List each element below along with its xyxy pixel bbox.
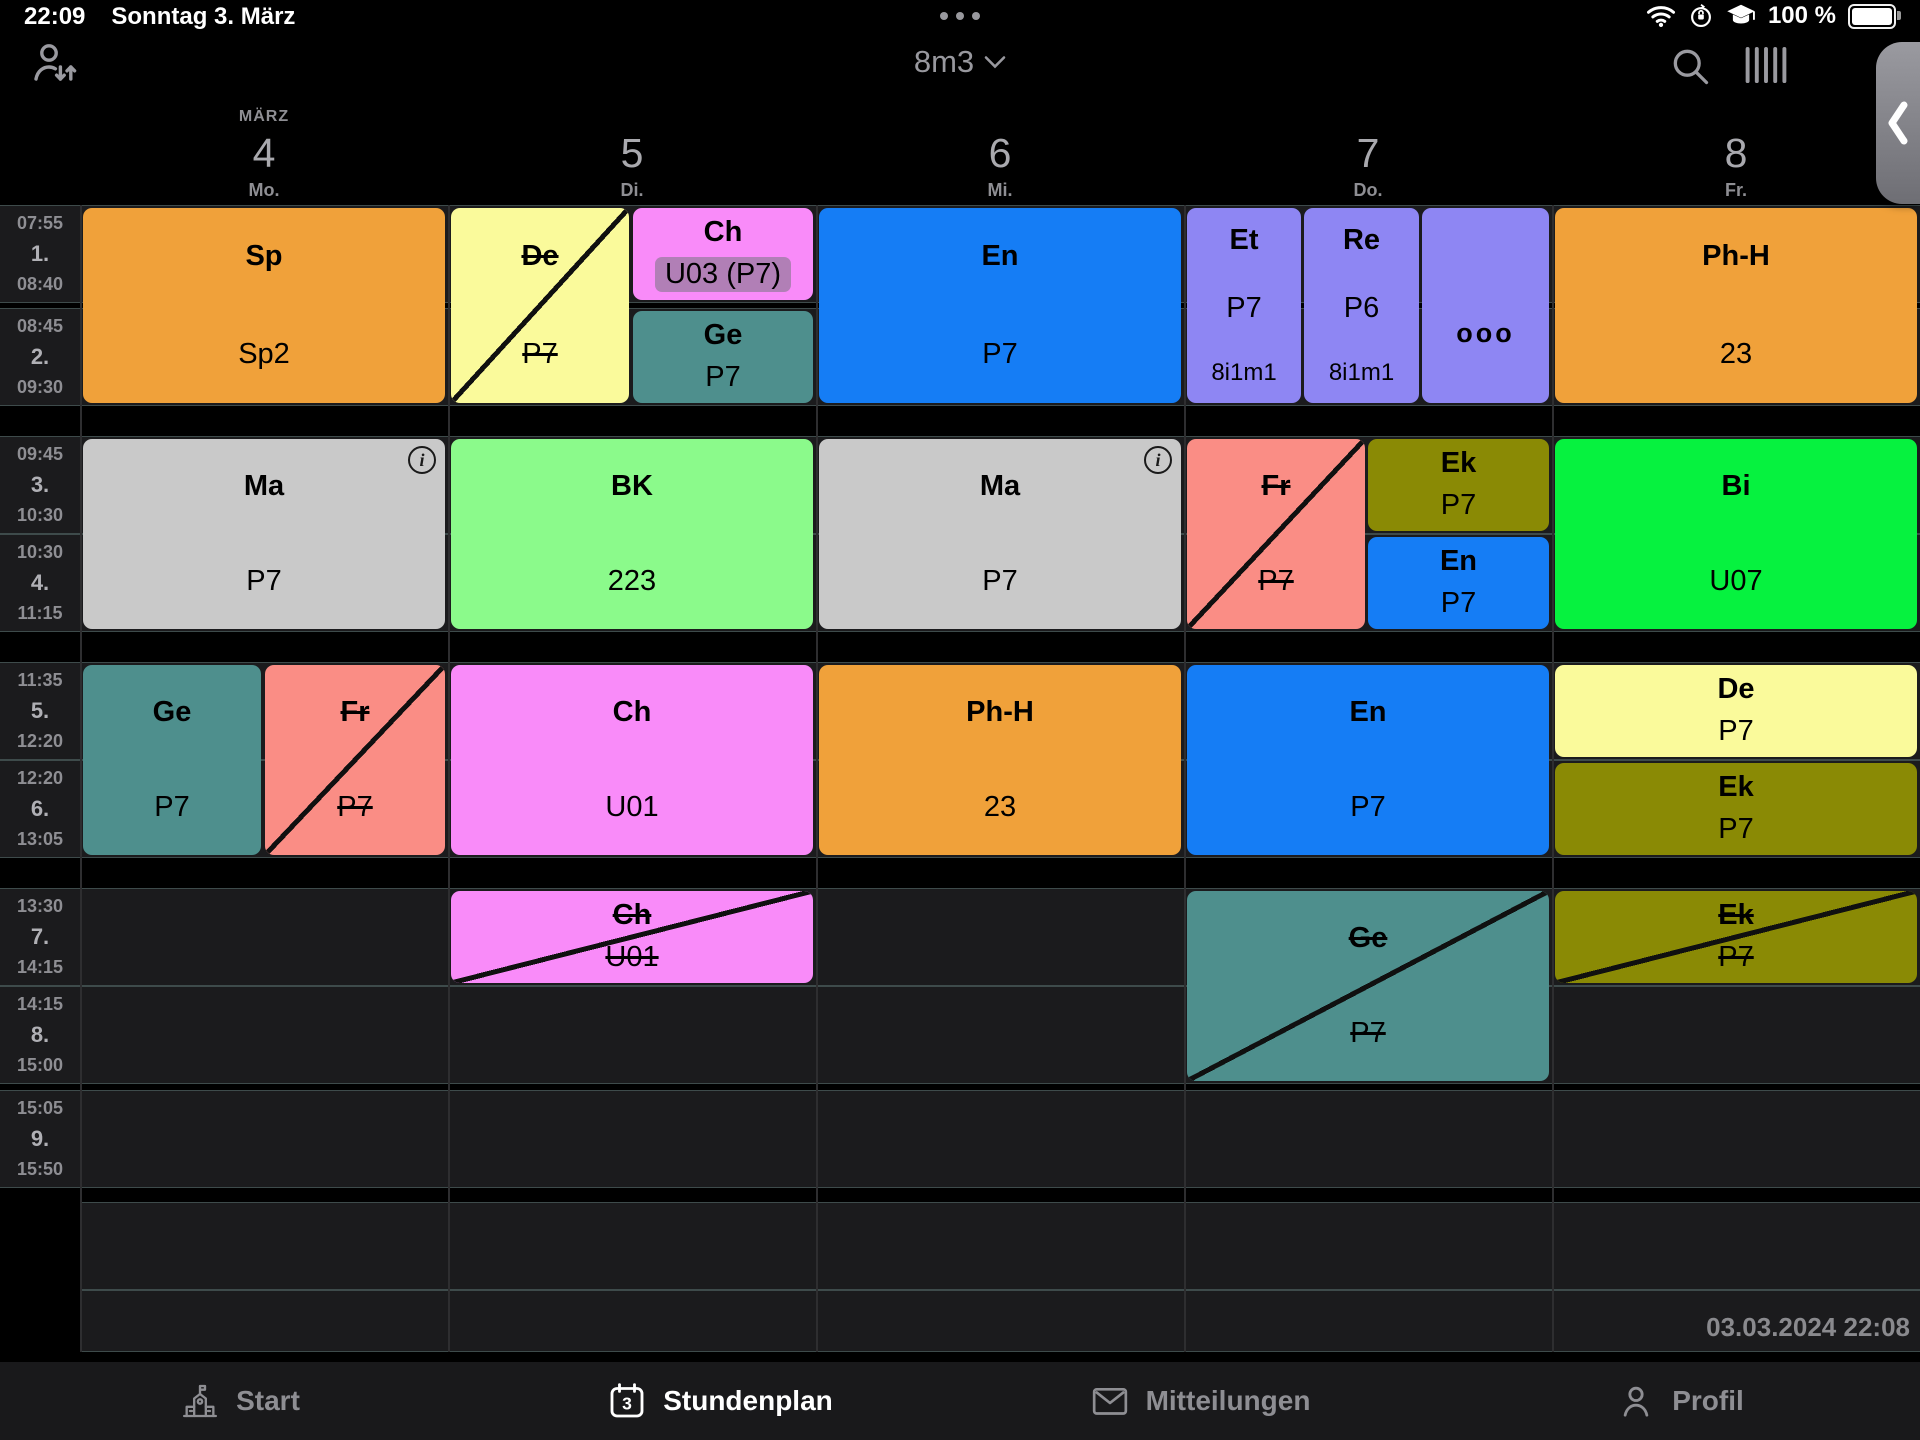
lesson-do-p4-en[interactable]: En P7	[1368, 537, 1549, 629]
lesson-do-p12-more[interactable]: ooo	[1422, 208, 1549, 403]
multitasking-dots-icon[interactable]	[0, 12, 1920, 20]
profile-switch-icon	[34, 44, 77, 81]
grid-line	[1552, 205, 1554, 1352]
battery-percent: 100 %	[1767, 2, 1836, 29]
room-change-badge: U03 (P7)	[654, 256, 792, 293]
slideover-chevron-icon	[1888, 101, 1908, 145]
school-mode-icon	[1726, 3, 1756, 29]
lesson-do-p12-re[interactable]: Re P6 8i1m1	[1304, 208, 1419, 403]
person-icon	[1623, 1386, 1649, 1417]
lesson-di-p2-ge[interactable]: Ge P7	[633, 311, 813, 403]
lesson-do-p34-fr-cancelled[interactable]: Fr P7	[1187, 439, 1365, 629]
month-label: MÄRZ	[238, 108, 290, 125]
lesson-di-p56-ch[interactable]: Ch U01	[451, 665, 813, 855]
page-title: 8m3	[913, 44, 975, 79]
day-header-mi: 6 Mi.	[987, 130, 1013, 200]
calendar-icon: 3	[610, 1383, 644, 1418]
period-row-8: 14:15 8. 15:00	[0, 986, 1920, 1084]
grid-line	[448, 205, 450, 1352]
lesson-mi-p56-phh[interactable]: Ph-H 23	[819, 665, 1181, 855]
lesson-fr-p34-bi[interactable]: Bi U07	[1555, 439, 1917, 629]
search-button[interactable]	[1668, 44, 1712, 88]
tab-mitteilungen[interactable]: Mitteilungen	[960, 1362, 1440, 1440]
lesson-mo-p12-sp[interactable]: Sp Sp2	[83, 208, 445, 403]
wifi-icon	[1646, 4, 1676, 28]
tab-stundenplan[interactable]: 3 Stundenplan	[480, 1362, 960, 1440]
more-indicator: ooo	[1456, 318, 1515, 348]
class-title-dropdown[interactable]: 8m3	[0, 44, 1920, 80]
status-date: Sonntag 3. März	[111, 3, 296, 30]
lesson-di-p12-de-cancelled[interactable]: De P7	[451, 208, 629, 403]
rotation-lock-icon	[1688, 3, 1714, 29]
lesson-mi-p34-ma[interactable]: Ma P7	[819, 439, 1181, 629]
last-sync-timestamp: 03.03.2024 22:08	[1706, 1312, 1910, 1342]
grid-line	[1184, 205, 1186, 1352]
period-row-9: 15:05 9. 15:50	[0, 1090, 1920, 1188]
lesson-fr-p12-phh[interactable]: Ph-H 23	[1555, 208, 1917, 403]
tab-start[interactable]: Start	[0, 1362, 480, 1440]
lesson-do-p56-en[interactable]: En P7	[1187, 665, 1549, 855]
day-header: MÄRZ 4 Mo. 5 Di. 6 Mi. 7 Do. 8 Fr.	[80, 100, 1920, 205]
grid-line	[816, 205, 818, 1352]
lesson-mo-p34-ma[interactable]: Ma P7	[83, 439, 445, 629]
chevron-down-icon	[984, 56, 1006, 69]
empty-row-a	[80, 1202, 1920, 1290]
lesson-mo-p56-ge[interactable]: Ge P7	[83, 665, 261, 855]
grid-line	[80, 205, 82, 1352]
week-view-icon	[1745, 46, 1787, 84]
lesson-mo-p56-fr-cancelled[interactable]: Fr P7	[265, 665, 445, 855]
day-header-do: 7 Do.	[1353, 130, 1383, 200]
tab-profil[interactable]: Profil	[1440, 1362, 1920, 1440]
svg-text:3: 3	[622, 1394, 632, 1414]
tab-bar: Start 3 Stundenplan Mitteilungen Profil	[0, 1362, 1920, 1440]
lesson-fr-p7-ek-cancelled[interactable]: Ek P7	[1555, 891, 1917, 983]
week-view-button[interactable]	[1740, 42, 1792, 88]
battery-icon	[1848, 3, 1901, 29]
lesson-fr-p5-de[interactable]: De P7	[1555, 665, 1917, 757]
lesson-mi-p12-en[interactable]: En P7	[819, 208, 1181, 403]
lesson-fr-p6-ek[interactable]: Ek P7	[1555, 763, 1917, 855]
slideover-handle[interactable]	[1876, 42, 1920, 204]
status-bar: 22:09 Sonntag 3. März 100 %	[0, 0, 1920, 30]
lesson-di-p34-bk[interactable]: BK 223	[451, 439, 813, 629]
day-header-di: 5 Di.	[620, 130, 644, 200]
mail-icon	[1092, 1388, 1127, 1415]
status-time: 22:09	[24, 3, 86, 30]
lesson-di-p7-ch-cancelled[interactable]: Ch U01	[451, 891, 813, 983]
info-icon	[1144, 446, 1172, 474]
day-header-fr: 8 Fr.	[1724, 130, 1748, 200]
lesson-do-p12-et[interactable]: Et P7 8i1m1	[1187, 208, 1301, 403]
day-header-mo: MÄRZ 4 Mo.	[80, 100, 448, 205]
search-icon	[1673, 49, 1709, 85]
lesson-do-p78-ge-cancelled[interactable]: Ge P7	[1187, 891, 1549, 1081]
lesson-di-p1-ch[interactable]: Ch U03 (P7)	[633, 208, 813, 300]
empty-row-b	[80, 1290, 1920, 1352]
school-icon	[183, 1384, 218, 1418]
app-header: 8m3	[0, 30, 1920, 204]
info-icon	[408, 446, 436, 474]
lesson-do-p3-ek[interactable]: Ek P7	[1368, 439, 1549, 531]
profile-switch-button[interactable]	[28, 38, 80, 90]
